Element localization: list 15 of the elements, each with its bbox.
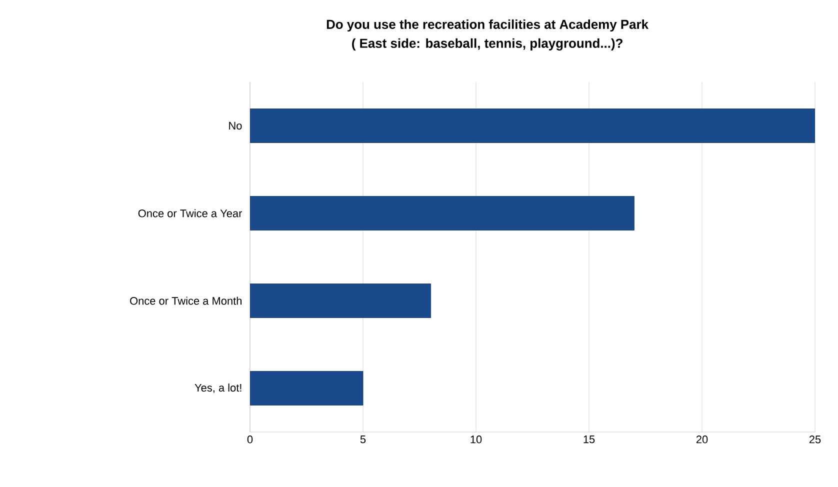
x-tick-label: 15 xyxy=(584,436,595,444)
x-tick-label: 25 xyxy=(809,436,821,444)
x-tick-label: 0 xyxy=(247,436,253,444)
bar xyxy=(250,284,432,318)
bar xyxy=(250,196,634,230)
x-tick-label: 5 xyxy=(360,436,366,444)
x-tick-label: 10 xyxy=(470,436,482,444)
bar xyxy=(250,108,816,143)
x-tick-label: 20 xyxy=(696,436,708,444)
y-tick-label: Yes, a lot! xyxy=(194,384,242,393)
chart-title: Do you use the recreation facilities at Academy Park ( East side: baseball, tennis, playground...)? xyxy=(326,19,649,51)
bar xyxy=(250,371,364,406)
y-tick-label: Once or Twice a Year xyxy=(138,209,242,218)
y-tick-label: Once or Twice a Month xyxy=(130,296,242,305)
y-tick-label: No xyxy=(229,122,242,130)
